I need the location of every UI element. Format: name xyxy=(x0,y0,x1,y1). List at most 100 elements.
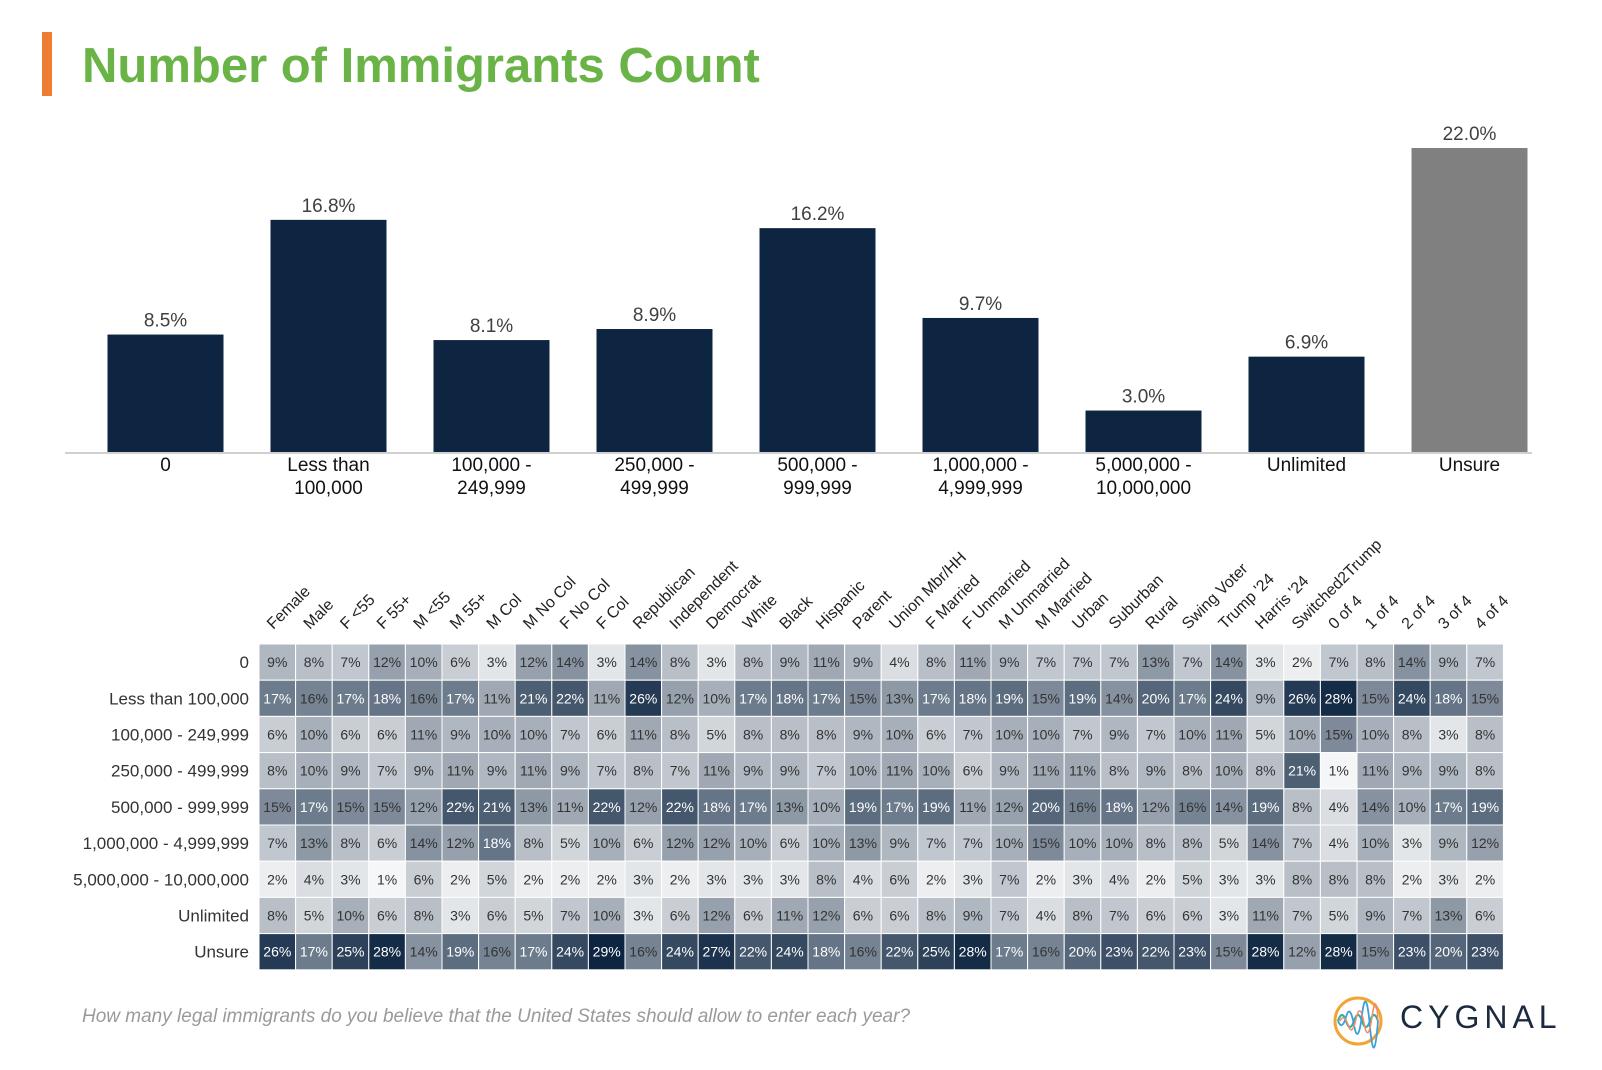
heatmap-cell-value: 17% xyxy=(739,799,767,815)
heatmap-cell xyxy=(404,752,443,790)
heatmap-cell-value: 2% xyxy=(1292,654,1312,670)
heatmap-cell-value: 19% xyxy=(995,690,1023,706)
heatmap-cell-value: 1% xyxy=(377,871,397,887)
heatmap-cell-value: 8% xyxy=(1182,835,1202,851)
bar-category-line: 100,000 xyxy=(294,478,363,499)
heatmap-cell xyxy=(258,933,297,971)
heatmap-cell xyxy=(1356,896,1395,935)
heatmap-cell-value: 7% xyxy=(1329,654,1349,670)
heatmap-cell-value: 8% xyxy=(414,908,434,924)
heatmap-cell-value: 3% xyxy=(743,871,763,887)
heatmap-cell xyxy=(880,643,919,681)
heatmap-cell-value: 11% xyxy=(776,908,803,924)
heatmap-cell-value: 5% xyxy=(1329,908,1349,924)
heatmap-cell-value: 23% xyxy=(1105,944,1133,960)
heatmap-cell xyxy=(990,824,1029,862)
heatmap-cell-value: 2% xyxy=(1402,871,1422,887)
heatmap-cell-value: 16% xyxy=(629,944,657,960)
heatmap-cell-value: 15% xyxy=(336,799,364,815)
heatmap-cell xyxy=(990,788,1029,826)
heatmap-cell xyxy=(624,788,663,826)
heatmap-cell-value: 7% xyxy=(1072,727,1092,743)
heatmap-cell xyxy=(295,933,333,971)
heatmap-cell xyxy=(734,788,772,826)
heatmap-cell-value: 8% xyxy=(926,908,946,924)
bar-value-label: 8.5% xyxy=(144,311,187,332)
heatmap-cell xyxy=(1283,788,1321,826)
heatmap-cell-value: 17% xyxy=(300,799,328,815)
heatmap-cell-value: 6% xyxy=(853,908,873,924)
heatmap-cell-value: 8% xyxy=(340,835,360,851)
heatmap-cell-value: 13% xyxy=(1434,908,1462,924)
heatmap-cell xyxy=(1246,933,1285,971)
cygnal-logo: CYGNAL xyxy=(1330,993,1558,1049)
heatmap-cell-value: 12% xyxy=(1471,835,1499,851)
heatmap-cell xyxy=(478,788,516,826)
heatmap-cell xyxy=(734,752,772,790)
heatmap-cell-value: 1% xyxy=(1329,763,1349,779)
heatmap-cell xyxy=(1319,860,1358,898)
heatmap-cell-value: 26% xyxy=(1288,690,1316,706)
heatmap-cell xyxy=(404,679,443,717)
heatmap-cell-value: 9% xyxy=(1402,763,1422,779)
heatmap-cell-value: 10% xyxy=(519,727,547,743)
heatmap-cell-value: 9% xyxy=(780,654,800,670)
bar xyxy=(433,340,550,452)
heatmap-cell xyxy=(514,933,553,971)
heatmap-cell xyxy=(1283,643,1321,681)
heatmap-cell-value: 17% xyxy=(885,799,913,815)
heatmap-cell-value: 18% xyxy=(959,690,987,706)
cygnal-logo-icon xyxy=(1333,996,1383,1049)
heatmap-cell-value: 8% xyxy=(1109,763,1129,779)
heatmap-cell xyxy=(661,715,699,754)
heatmap-cell-value: 5% xyxy=(1219,835,1239,851)
heatmap-cell xyxy=(1210,824,1248,862)
heatmap-cell-value: 23% xyxy=(1398,944,1426,960)
heatmap-cell xyxy=(807,679,846,717)
heatmap-cell-value: 9% xyxy=(1109,727,1129,743)
heatmap-cell xyxy=(734,860,772,898)
heatmap-cell xyxy=(917,752,955,790)
heatmap-cell-value: 10% xyxy=(1361,727,1389,743)
heatmap-cell-value: 22% xyxy=(1142,944,1170,960)
heatmap-cell xyxy=(514,679,553,717)
heatmap-row-label: 0 xyxy=(240,653,249,672)
heatmap-cell-value: 12% xyxy=(629,799,657,815)
heatmap-cell xyxy=(514,788,553,826)
heatmap-cell-value: 9% xyxy=(743,763,763,779)
heatmap-cell xyxy=(1319,824,1358,862)
heatmap-cell-value: 13% xyxy=(519,799,547,815)
bar xyxy=(596,329,713,452)
heatmap-cell xyxy=(1393,679,1431,717)
heatmap-cell-value: 2% xyxy=(1146,871,1166,887)
heatmap-cell xyxy=(1356,752,1395,790)
heatmap-cell-value: 12% xyxy=(995,799,1023,815)
heatmap-cell xyxy=(478,933,516,971)
heatmap-cell-value: 9% xyxy=(999,654,1019,670)
heatmap-cell-value: 12% xyxy=(812,908,840,924)
bar xyxy=(759,228,876,452)
heatmap-cell xyxy=(1466,896,1504,935)
heatmap-cell-value: 11% xyxy=(1362,763,1389,779)
heatmap-cell-value: 10% xyxy=(483,727,511,743)
heatmap-cell-value: 6% xyxy=(780,835,800,851)
heatmap-cell-value: 11% xyxy=(959,654,986,670)
heatmap-cell-value: 5% xyxy=(1182,871,1202,887)
heatmap-cell-value: 9% xyxy=(450,727,470,743)
heatmap-cell-value: 22% xyxy=(556,690,584,706)
heatmap-cell xyxy=(844,896,882,935)
heatmap-cell-value: 4% xyxy=(1329,799,1349,815)
heatmap-cell-value: 14% xyxy=(1251,835,1279,851)
heatmap-cell-value: 2% xyxy=(1475,871,1495,887)
heatmap-cell xyxy=(1466,933,1504,971)
heatmap-cell-value: 10% xyxy=(1032,727,1060,743)
heatmap-cell xyxy=(1466,715,1504,754)
heatmap-cell-value: 3% xyxy=(1402,835,1422,851)
heatmap-cell-value: 16% xyxy=(1032,944,1060,960)
heatmap-cell-value: 18% xyxy=(776,690,804,706)
heatmap-cell xyxy=(953,715,992,754)
bar xyxy=(1411,148,1528,452)
heatmap-column-label: 3 of 4 xyxy=(1435,592,1475,632)
heatmap-cell xyxy=(331,788,370,826)
heatmap-cell-value: 17% xyxy=(446,690,474,706)
